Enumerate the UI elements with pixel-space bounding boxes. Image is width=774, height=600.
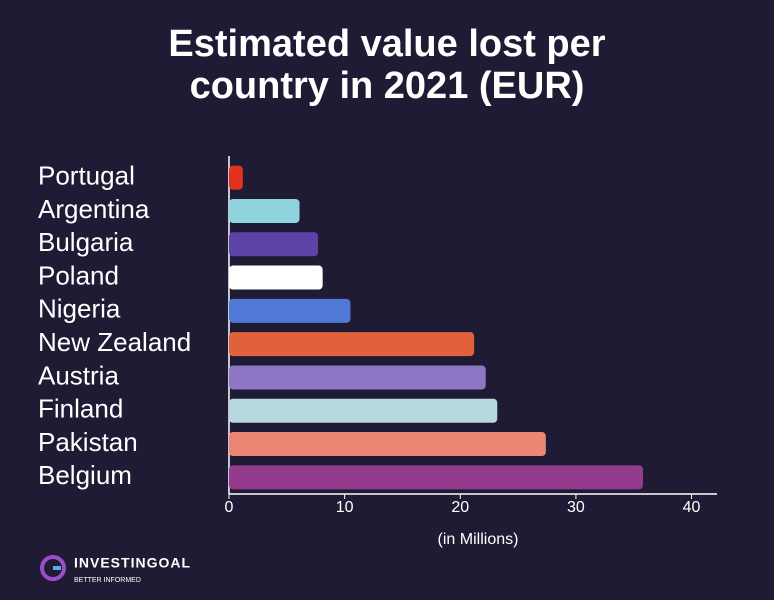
y-tick-label: Bulgaria (38, 227, 134, 257)
logo: INVESTINGOAL BETTER INFORMED (40, 555, 191, 584)
bar (229, 332, 475, 357)
x-tick-label: 30 (567, 499, 585, 516)
bar (229, 232, 319, 257)
x-tick-label: 0 (225, 499, 234, 516)
y-tick-label: Pakistan (38, 427, 138, 457)
bar (229, 198, 300, 223)
y-tick-label: Finland (38, 394, 123, 424)
bar (229, 265, 323, 290)
x-tick-label: 40 (683, 499, 701, 516)
bar (229, 365, 486, 390)
bar (229, 465, 643, 490)
bar (229, 165, 243, 190)
y-tick-label: Austria (38, 360, 119, 390)
y-tick-label: Nigeria (38, 294, 121, 324)
bar (229, 298, 351, 323)
y-tick-label: Portugal (38, 161, 135, 191)
chart-title: Estimated value lost per country in 2021 … (168, 23, 605, 107)
bar (229, 432, 546, 457)
y-tick-label: Poland (38, 260, 119, 290)
y-tick-label: New Zealand (38, 327, 191, 357)
logo-icon (40, 555, 66, 581)
logo-tagline: BETTER INFORMED (74, 577, 141, 584)
y-tick-label: Argentina (38, 194, 150, 224)
x-tick-label: 20 (451, 499, 469, 516)
x-tick-label: 10 (336, 499, 354, 516)
logo-name: INVESTINGOAL (74, 555, 191, 571)
y-tick-label: Belgium (38, 460, 132, 490)
bar (229, 398, 498, 423)
x-axis-label: (in Millions) (438, 531, 519, 548)
